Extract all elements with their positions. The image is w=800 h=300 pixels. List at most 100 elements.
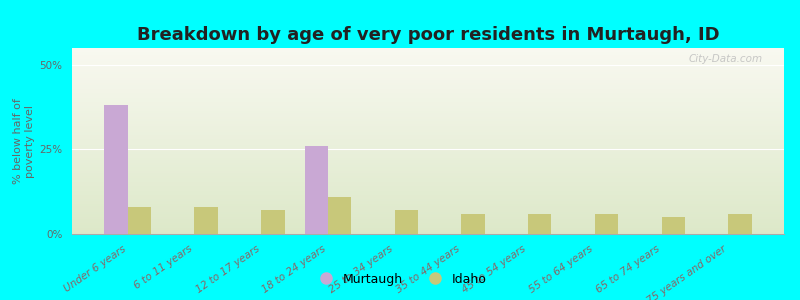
Bar bbox=[72, 83, 784, 85]
Bar bbox=[72, 111, 784, 113]
Bar bbox=[72, 57, 784, 59]
Bar bbox=[72, 145, 784, 147]
Bar bbox=[72, 82, 784, 83]
Bar bbox=[662, 217, 685, 234]
Bar bbox=[72, 126, 784, 128]
Bar bbox=[72, 107, 784, 110]
Bar bbox=[72, 68, 784, 70]
Bar bbox=[72, 147, 784, 148]
Bar bbox=[72, 87, 784, 89]
Bar bbox=[72, 134, 784, 135]
Bar bbox=[72, 226, 784, 228]
Bar bbox=[72, 160, 784, 161]
Bar bbox=[72, 189, 784, 191]
Bar bbox=[72, 178, 784, 180]
Bar bbox=[72, 154, 784, 156]
Bar bbox=[194, 207, 218, 234]
Bar bbox=[528, 214, 551, 234]
Bar bbox=[328, 197, 351, 234]
Bar bbox=[72, 93, 784, 94]
Bar bbox=[72, 76, 784, 78]
Bar bbox=[72, 150, 784, 152]
Bar bbox=[72, 141, 784, 143]
Bar bbox=[72, 65, 784, 67]
Y-axis label: % below half of
poverty level: % below half of poverty level bbox=[14, 98, 35, 184]
Bar bbox=[72, 200, 784, 202]
Bar bbox=[72, 137, 784, 139]
Bar bbox=[72, 48, 784, 50]
Bar bbox=[72, 135, 784, 137]
Bar bbox=[72, 182, 784, 184]
Bar bbox=[72, 188, 784, 189]
Text: City-Data.com: City-Data.com bbox=[689, 54, 762, 64]
Bar bbox=[462, 214, 485, 234]
Bar bbox=[72, 128, 784, 130]
Bar bbox=[72, 186, 784, 188]
Bar bbox=[72, 212, 784, 214]
Bar bbox=[72, 89, 784, 91]
Bar bbox=[104, 106, 128, 234]
Bar bbox=[72, 217, 784, 219]
Title: Breakdown by age of very poor residents in Murtaugh, ID: Breakdown by age of very poor residents … bbox=[137, 26, 719, 44]
Bar bbox=[72, 143, 784, 145]
Bar bbox=[595, 214, 618, 234]
Bar bbox=[72, 197, 784, 199]
Bar bbox=[72, 171, 784, 172]
Bar bbox=[72, 130, 784, 132]
Legend: Murtaugh, Idaho: Murtaugh, Idaho bbox=[308, 268, 492, 291]
Bar bbox=[72, 191, 784, 193]
Bar bbox=[72, 67, 784, 68]
Bar bbox=[72, 52, 784, 54]
Bar bbox=[72, 176, 784, 178]
Bar bbox=[72, 110, 784, 111]
Bar bbox=[72, 100, 784, 102]
Bar bbox=[72, 98, 784, 100]
Bar bbox=[72, 221, 784, 223]
Bar bbox=[72, 56, 784, 57]
Bar bbox=[72, 63, 784, 65]
Bar bbox=[72, 122, 784, 124]
Bar bbox=[72, 148, 784, 150]
Bar bbox=[72, 139, 784, 141]
Bar bbox=[72, 163, 784, 165]
Bar bbox=[72, 119, 784, 121]
Bar bbox=[72, 158, 784, 160]
Bar bbox=[72, 167, 784, 169]
Bar bbox=[72, 225, 784, 226]
Bar bbox=[72, 184, 784, 186]
Bar bbox=[72, 94, 784, 96]
Bar bbox=[72, 85, 784, 87]
Bar bbox=[72, 175, 784, 176]
Bar bbox=[72, 204, 784, 206]
Bar bbox=[72, 228, 784, 230]
Bar bbox=[72, 115, 784, 117]
Bar bbox=[72, 165, 784, 167]
Bar bbox=[72, 161, 784, 163]
Bar bbox=[72, 195, 784, 197]
Bar bbox=[72, 169, 784, 171]
Bar bbox=[72, 210, 784, 212]
Bar bbox=[72, 156, 784, 158]
Bar bbox=[72, 78, 784, 80]
Bar bbox=[72, 124, 784, 126]
Bar bbox=[72, 172, 784, 175]
Bar bbox=[72, 206, 784, 208]
Bar bbox=[72, 199, 784, 200]
Bar bbox=[394, 210, 418, 234]
Bar bbox=[72, 74, 784, 76]
Bar bbox=[72, 208, 784, 210]
Bar bbox=[72, 59, 784, 61]
Bar bbox=[72, 80, 784, 82]
Bar bbox=[305, 146, 328, 234]
Bar bbox=[72, 223, 784, 225]
Bar bbox=[72, 113, 784, 115]
Bar bbox=[72, 214, 784, 215]
Bar bbox=[72, 102, 784, 104]
Bar bbox=[72, 193, 784, 195]
Bar bbox=[72, 180, 784, 182]
Bar bbox=[72, 72, 784, 74]
Bar bbox=[72, 61, 784, 63]
Bar bbox=[261, 210, 285, 234]
Bar bbox=[72, 219, 784, 221]
Bar bbox=[72, 152, 784, 154]
